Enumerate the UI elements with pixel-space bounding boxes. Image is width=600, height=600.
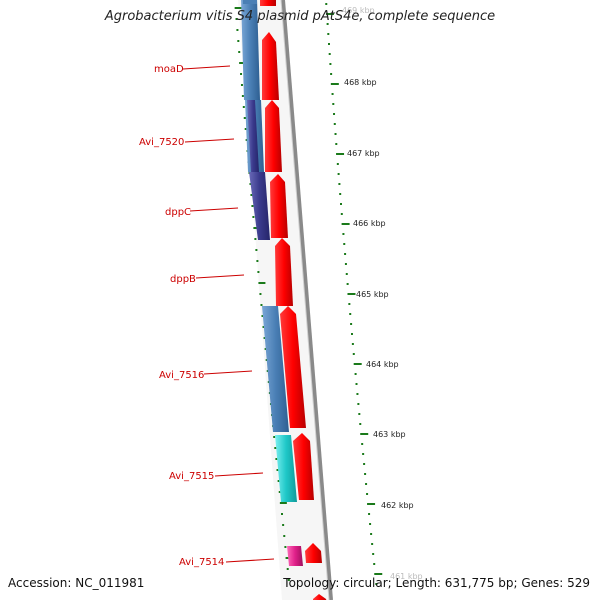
- gene-label: Avi_7514: [179, 557, 224, 568]
- kbp-label: 469 kbp: [342, 6, 375, 15]
- forward-arrow-9: [313, 594, 327, 600]
- gene-block-avi-7514: [287, 546, 303, 566]
- forward-arrow-2: [262, 32, 279, 100]
- gene-block-moad: [241, 0, 260, 100]
- kbp-label: 467 kbp: [347, 149, 380, 158]
- gene-label: Avi_7515: [169, 471, 214, 482]
- kbp-label: 461 kbp: [390, 572, 423, 581]
- forward-arrow-3: [265, 100, 282, 172]
- gene-block-avi-7520-inner: [247, 100, 259, 172]
- gene-label: Avi_7516: [159, 370, 204, 381]
- forward-genes: [260, 0, 327, 600]
- gene-block-avi-7515: [275, 435, 297, 502]
- map-title: Agrobacterium vitis S4 plasmid pAtS4e, c…: [104, 9, 496, 24]
- kbp-label: 466 kbp: [353, 219, 386, 228]
- gene-block-dppc: [249, 172, 270, 240]
- kbp-labels: 469 kbp 468 kbp 467 kbp 466 kbp 465 kbp …: [342, 6, 423, 581]
- gene-label: Avi_7520: [139, 137, 184, 148]
- kbp-label: 468 kbp: [344, 78, 377, 87]
- forward-arrow-7: [293, 433, 314, 500]
- forward-arrow-6: [280, 306, 306, 428]
- gene-labels: moaD Avi_7520 dppC dppB Avi_7516 Avi_751…: [139, 64, 275, 568]
- reverse-genes: [241, 0, 303, 566]
- kbp-label: 462 kbp: [381, 501, 414, 510]
- backbone-line: [280, 0, 333, 600]
- kbp-label: 465 kbp: [356, 290, 389, 299]
- forward-arrow-4: [270, 174, 288, 238]
- kbp-label: 464 kbp: [366, 360, 399, 369]
- topology-summary: Topology: circular; Length: 631,775 bp; …: [283, 576, 590, 590]
- kbp-label: 463 kbp: [373, 430, 406, 439]
- gene-block-avi-7516: [262, 306, 289, 432]
- forward-arrow-8: [305, 543, 322, 563]
- accession-text: Accession: NC_011981: [8, 576, 145, 590]
- forward-arrow-1: [260, 0, 276, 6]
- kbp-scale-ticks: [325, 3, 383, 585]
- gene-label: dppC: [165, 207, 191, 218]
- gene-label: dppB: [170, 274, 196, 285]
- forward-arrow-5: [275, 238, 293, 306]
- gene-label: moaD: [154, 64, 184, 75]
- gene-block-top-stub: [243, 0, 257, 4]
